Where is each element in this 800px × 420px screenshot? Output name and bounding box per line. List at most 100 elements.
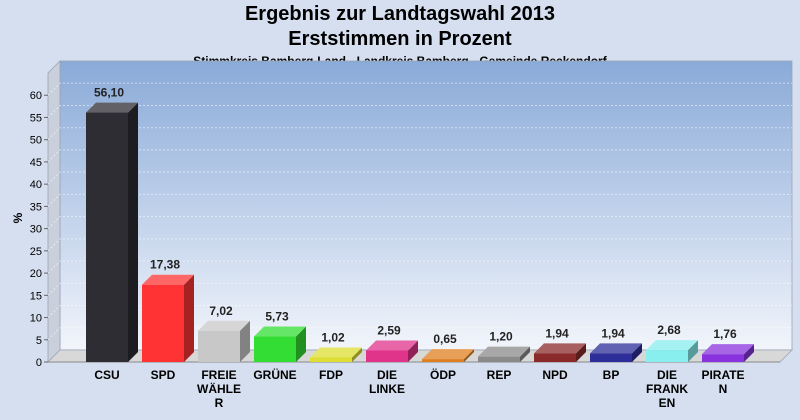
y-tick-label: 0 [36, 357, 42, 369]
y-tick-label: 50 [30, 135, 42, 147]
data-label: 1,02 [321, 330, 345, 344]
y-tick-label: 55 [30, 112, 42, 124]
x-tick-label: WÄHLE [197, 381, 241, 396]
bar-top [198, 320, 250, 331]
bar-top [422, 349, 474, 360]
y-tick-label: 30 [30, 224, 42, 236]
grid-line [47, 82, 792, 96]
bar-top [534, 343, 586, 354]
x-tick-label: NPD [542, 368, 568, 382]
bar-top [142, 274, 194, 285]
bar-front [254, 336, 296, 362]
bar-top [590, 343, 642, 354]
grid-line [47, 193, 792, 207]
grid-line [47, 127, 792, 141]
bar-top [254, 326, 306, 337]
x-tick-label: N [719, 382, 728, 396]
bar-side [408, 340, 418, 362]
bar-side [184, 274, 194, 362]
x-tick-label: FDP [319, 368, 343, 382]
bar-0 [86, 102, 138, 362]
bar-side [744, 344, 754, 362]
x-tick-label: R [215, 396, 224, 410]
data-label: 1,76 [713, 327, 737, 341]
y-tick-label: 5 [36, 335, 42, 347]
y-tick-label: 20 [30, 268, 42, 280]
bar-top [366, 340, 418, 351]
grid-line [47, 149, 792, 163]
bar-side [296, 326, 306, 362]
x-tick-label: DIE [657, 368, 677, 382]
bar-front [422, 359, 464, 362]
bar-11 [702, 344, 754, 362]
data-label: 1,94 [601, 326, 625, 340]
bar-side [352, 347, 362, 362]
y-tick-label: 60 [30, 90, 42, 102]
bar-8 [534, 343, 586, 362]
bar-side [240, 320, 250, 362]
bar-front [310, 357, 352, 362]
data-label: 1,20 [489, 330, 513, 344]
x-tick-label: BP [603, 368, 620, 382]
bar-front [366, 350, 408, 362]
data-label: 1,94 [545, 326, 569, 340]
bar-front [142, 284, 184, 362]
grid-line [47, 305, 792, 318]
grid-line [47, 171, 792, 185]
x-tick-label: REP [487, 368, 512, 382]
grid-line [47, 327, 792, 341]
bar-front [590, 353, 632, 362]
bar-top [310, 347, 362, 358]
chart-subtitle: Erststimmen in Prozent [288, 28, 512, 50]
bar-side [632, 343, 642, 362]
bar-top [646, 340, 698, 351]
bar-side [128, 102, 138, 362]
bar-1 [142, 274, 194, 362]
bar-5 [366, 340, 418, 362]
data-label: 2,68 [657, 323, 681, 337]
data-label: 56,10 [94, 86, 124, 100]
bar-side [576, 343, 586, 362]
data-label: 5,73 [265, 310, 289, 324]
x-tick-label: CSU [94, 368, 119, 382]
grid-line [47, 216, 792, 229]
grid-line [47, 282, 792, 296]
data-label: 7,02 [209, 304, 233, 318]
y-tick-label: 40 [30, 179, 42, 191]
bar-front [198, 330, 240, 362]
x-tick-label: EN [659, 396, 676, 410]
grid-line [47, 104, 792, 118]
bar-7 [478, 346, 530, 362]
bar-side [464, 349, 474, 362]
bar-top [702, 344, 754, 355]
x-tick-label: FREIE [201, 368, 236, 382]
bar-front [86, 112, 128, 362]
y-tick-label: 15 [30, 290, 42, 302]
y-tick-label: 45 [30, 157, 42, 169]
x-tick-label: SPD [151, 368, 176, 382]
y-axis-label: % [11, 212, 25, 223]
y-tick-label: 25 [30, 246, 42, 258]
grid-line [47, 238, 792, 252]
data-label: 2,59 [377, 323, 401, 337]
data-label: 0,65 [433, 332, 457, 346]
x-tick-label: LINKE [369, 382, 405, 396]
x-tick-label: DIE [377, 368, 397, 382]
bar-3 [254, 326, 306, 362]
bar-9 [590, 343, 642, 362]
bar-side [688, 340, 698, 362]
bar-4 [310, 347, 362, 362]
bar-front [702, 354, 744, 362]
plot-side-wall [47, 60, 61, 363]
bar-top [478, 346, 530, 357]
bar-6 [422, 349, 474, 362]
bar-front [478, 356, 520, 362]
x-tick-label: FRANK [646, 382, 688, 396]
bar-side [520, 346, 530, 362]
x-tick-label: GRÜNE [253, 367, 296, 382]
bar-front [646, 350, 688, 362]
bar-2 [198, 320, 250, 362]
data-label: 17,38 [150, 258, 180, 272]
chart-title: Ergebnis zur Landtagswahl 2013 [244, 3, 556, 25]
